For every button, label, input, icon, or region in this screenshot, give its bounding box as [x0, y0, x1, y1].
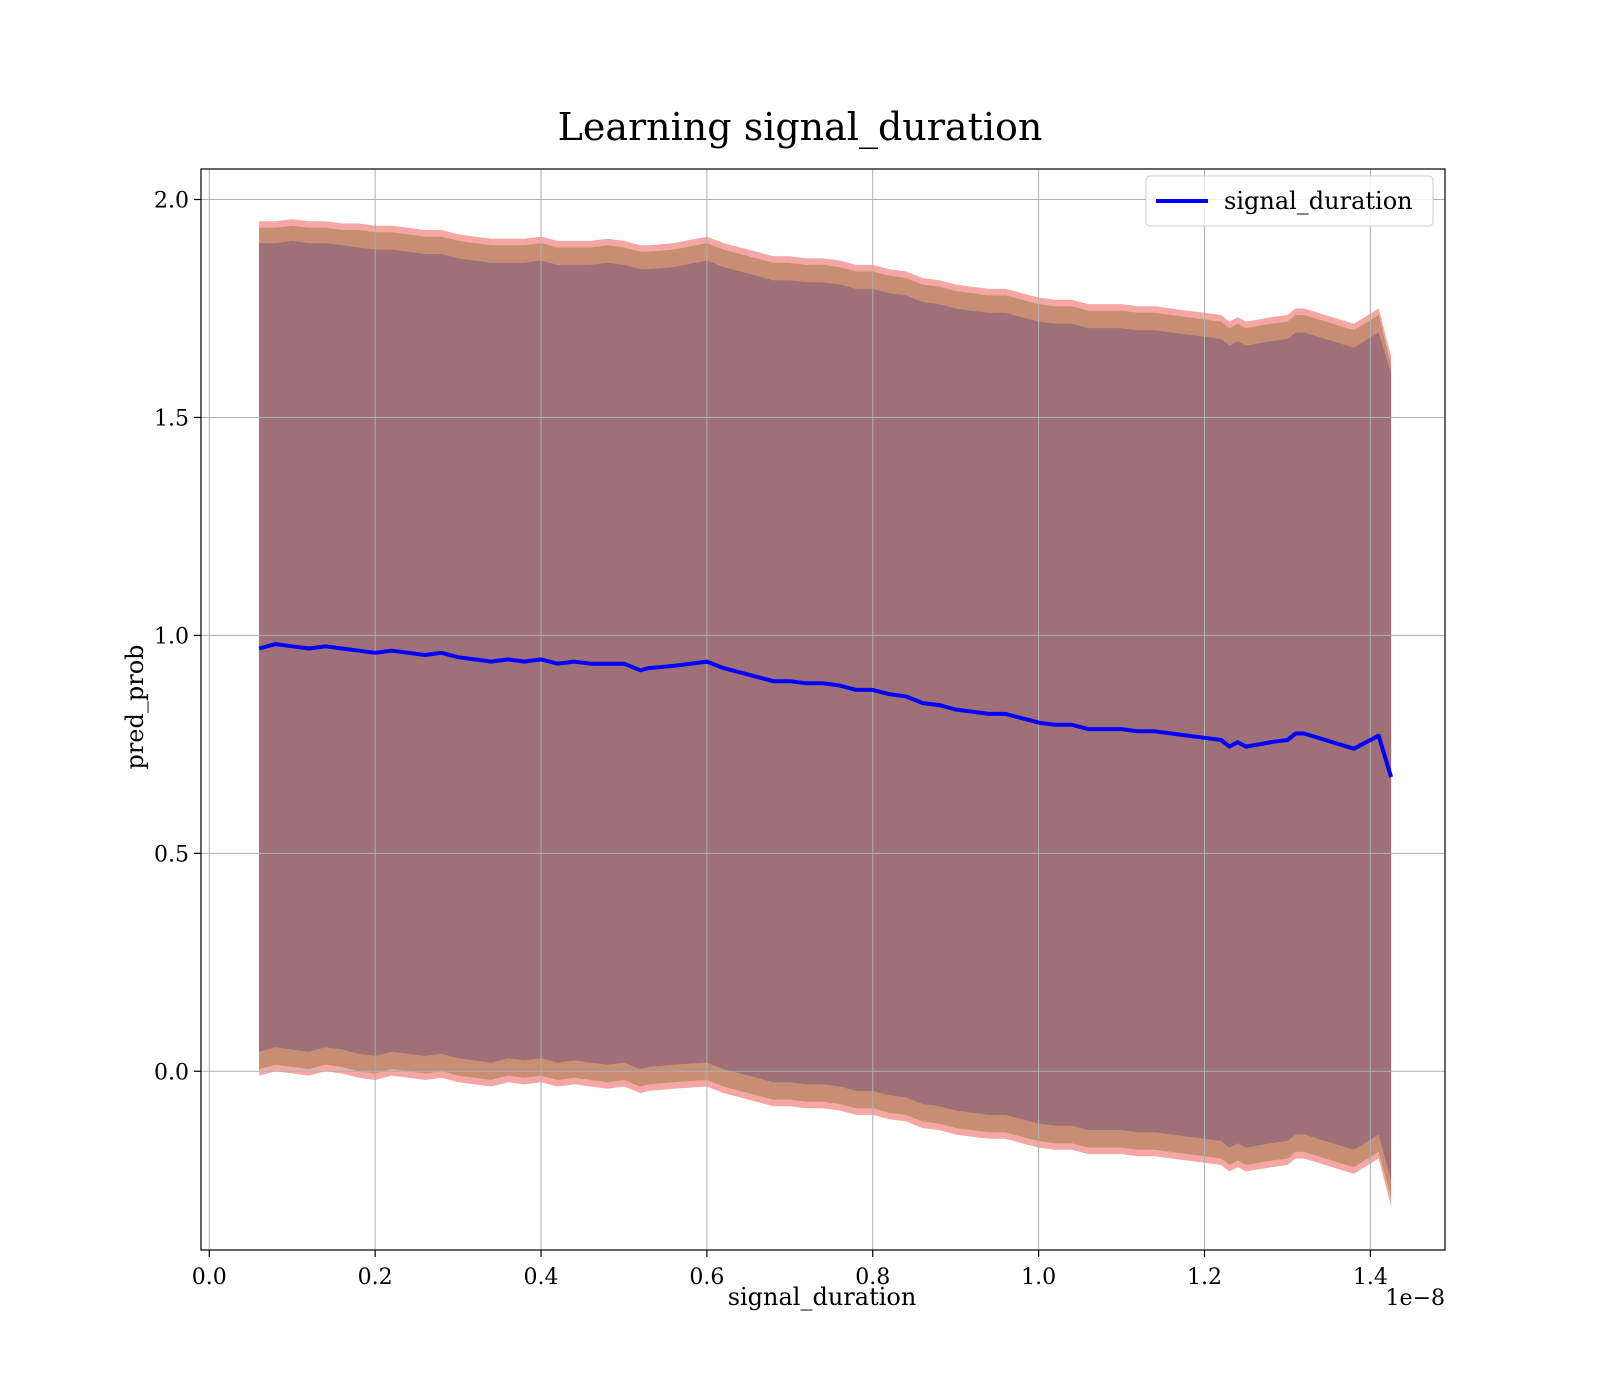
x-tick-label: 1.0	[1021, 1265, 1056, 1290]
y-tick-label: 0.5	[154, 842, 189, 867]
y-axis-ticks: 0.0 0.5 1.0 1.5 2.0	[154, 189, 201, 1085]
x-axis-offset-text: 1e−8	[1386, 1286, 1445, 1311]
plot-frame	[200, 168, 1446, 1251]
x-tick-label: 0.2	[358, 1265, 393, 1290]
confidence-band-inner	[259, 240, 1392, 1181]
series-line-signal-duration	[258, 642, 1394, 778]
y-tick-label: 2.0	[154, 189, 189, 214]
confidence-bands	[259, 219, 1392, 1207]
legend: signal_duration	[1145, 175, 1434, 227]
x-axis-label: signal_duration	[728, 1283, 917, 1311]
x-tick-label: 0.8	[855, 1265, 890, 1290]
x-axis-ticks: 0.0 0.2 0.4 0.6 0.8 1.0 1.2 1.4	[192, 1250, 1388, 1290]
x-tick-label: 1.2	[1187, 1265, 1222, 1290]
y-tick-label: 1.0	[154, 624, 189, 649]
y-axis-label: pred_prob	[121, 644, 149, 769]
x-tick-label: 0.4	[524, 1265, 559, 1290]
grid-lines	[201, 169, 1445, 1250]
legend-box	[1145, 175, 1434, 227]
x-tick-label: 0.0	[192, 1265, 227, 1290]
legend-label-signal-duration: signal_duration	[1224, 187, 1413, 215]
chart-title: Learning signal_duration	[558, 105, 1043, 150]
y-tick-label: 1.5	[154, 406, 189, 431]
x-tick-label: 0.6	[689, 1265, 724, 1290]
y-tick-label: 0.0	[154, 1060, 189, 1085]
series-lines	[258, 642, 1394, 778]
x-tick-label: 1.4	[1353, 1265, 1388, 1290]
